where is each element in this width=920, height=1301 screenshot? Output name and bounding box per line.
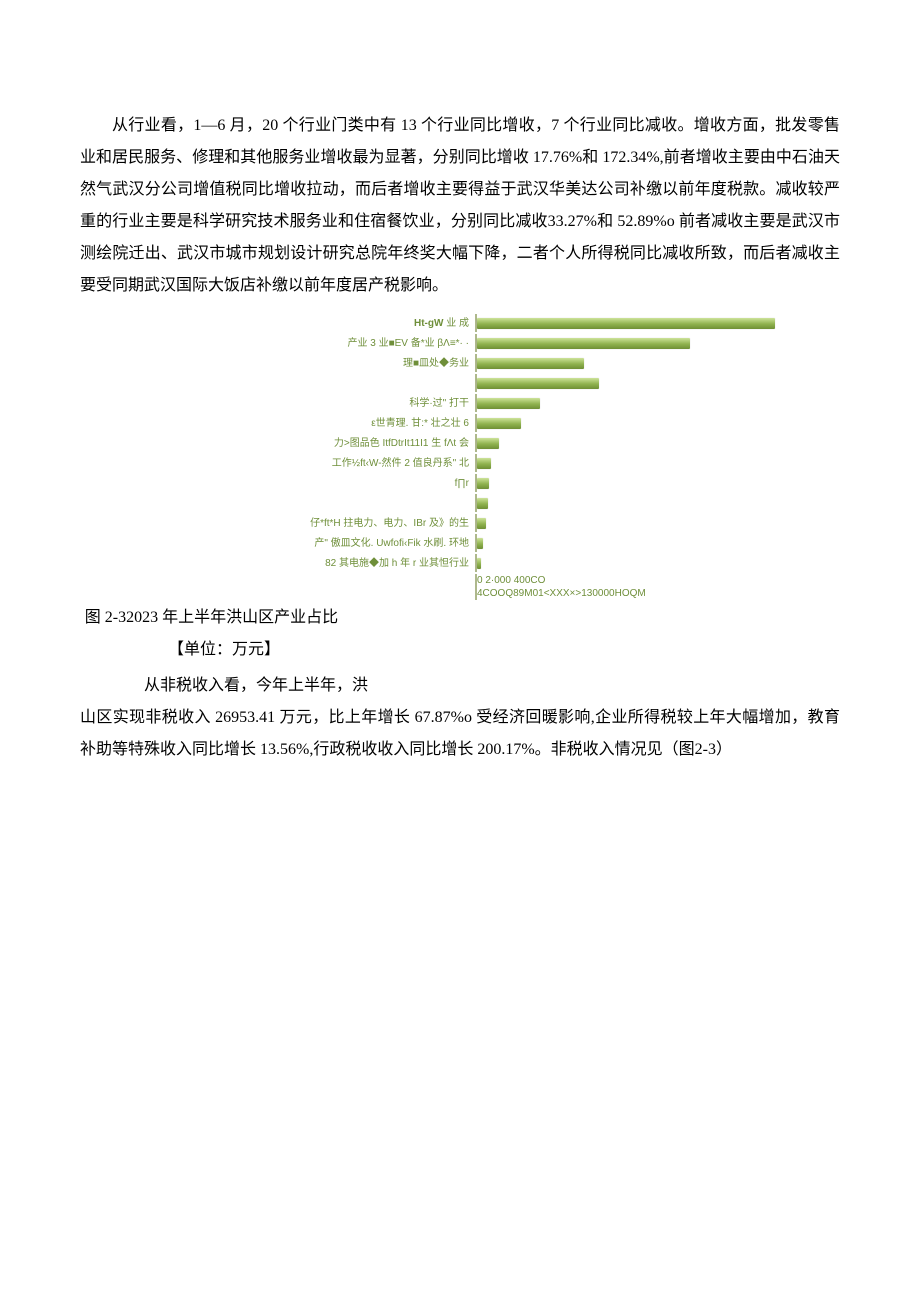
chart-bar-track xyxy=(475,534,780,552)
paragraph-industry-analysis: 从行业看，1—6 月，20 个行业门类中有 13 个行业同比增收，7 个行业同比… xyxy=(80,110,840,302)
chart-row-label: 仔*ft*H 拄电力、电力、IBr 及》的生 xyxy=(250,516,475,531)
chart-row-label: 产" 傲皿文化. Uwfofi‹Fik 水刷. 环地 xyxy=(250,536,475,551)
chart-row-label xyxy=(250,378,475,388)
chart-bar-track xyxy=(475,394,780,412)
chart-axis-ticks-2: 4COOQ89M01<XXX×>130000HOQM xyxy=(477,587,780,600)
chart-bar-track xyxy=(475,454,780,472)
paragraph-nontax-body: 山区实现非税收入 26953.41 万元，比上年增长 67.87%o 受经济回暖… xyxy=(80,702,840,766)
chart-row-label: 82 其电施◆加 h 年 r 业其怛行业 xyxy=(250,556,475,571)
chart-bar-track xyxy=(475,474,780,492)
chart-bar xyxy=(477,438,499,449)
chart-row-label: 产业 3 业■EV 备*业 βΛ≡*· · xyxy=(250,336,475,351)
chart-bar xyxy=(477,318,775,329)
chart-bar-track xyxy=(475,354,780,372)
chart-row: 工作½ft‹W-然件 2 值良丹系" 北 xyxy=(250,454,780,472)
chart-row-label: 科学·过" 打干 xyxy=(250,396,475,411)
chart-row: 产业 3 业■EV 备*业 βΛ≡*· · xyxy=(250,334,780,352)
chart-bar-track xyxy=(475,414,780,432)
chart-axis-ticks-1: 0 2·000 400CO xyxy=(477,574,780,587)
chart-row: 理■皿处◆务业 xyxy=(250,354,780,372)
chart-row-label: ε世青理. 甘:* 壮之壮 6 xyxy=(250,416,475,431)
chart-row-label: Ht-gW 业 成 xyxy=(250,316,475,331)
chart-bar xyxy=(477,358,584,369)
chart-bar-track xyxy=(475,514,780,532)
chart-bar-track xyxy=(475,374,780,392)
chart-row: Ht-gW 业 成 xyxy=(250,314,780,332)
paragraph-nontax-lead: 从非税收入看，今年上半年，洪 xyxy=(80,670,840,702)
chart-bar xyxy=(477,498,488,509)
chart-caption-unit: 【单位：万元】 xyxy=(80,634,840,666)
chart-bar xyxy=(477,478,489,489)
chart-bar xyxy=(477,518,486,529)
chart-row-label: 力>图品色 ItfDtrIt11I1 生 fΛt 会 xyxy=(250,436,475,451)
chart-bar xyxy=(477,558,481,569)
chart-bar xyxy=(477,338,690,349)
chart-row-label: 理■皿处◆务业 xyxy=(250,356,475,371)
chart-bar xyxy=(477,418,521,429)
chart-row: 力>图品色 ItfDtrIt11I1 生 fΛt 会 xyxy=(250,434,780,452)
chart-row: 仔*ft*H 拄电力、电力、IBr 及》的生 xyxy=(250,514,780,532)
chart-row-label: 工作½ft‹W-然件 2 值良丹系" 北 xyxy=(250,456,475,471)
industry-bar-chart: Ht-gW 业 成产业 3 业■EV 备*业 βΛ≡*· · 理■皿处◆务业科学·… xyxy=(80,310,840,666)
chart-row: 科学·过" 打干 xyxy=(250,394,780,412)
chart-row xyxy=(250,374,780,392)
chart-bar xyxy=(477,398,540,409)
chart-bar-track xyxy=(475,334,780,352)
chart-row-label xyxy=(250,498,475,508)
chart-row: 产" 傲皿文化. Uwfofi‹Fik 水刷. 环地 xyxy=(250,534,780,552)
chart-bar-track xyxy=(475,434,780,452)
chart-bar-track xyxy=(475,554,780,572)
chart-caption-title: 图 2-32023 年上半年洪山区产业占比 xyxy=(80,602,840,634)
chart-row: 82 其电施◆加 h 年 r 业其怛行业 xyxy=(250,554,780,572)
chart-bar-track xyxy=(475,314,780,332)
chart-row: f∏r xyxy=(250,474,780,492)
chart-bar xyxy=(477,538,483,549)
chart-bar xyxy=(477,458,491,469)
chart-row-label: f∏r xyxy=(250,476,475,491)
chart-row xyxy=(250,494,780,512)
chart-bar-track xyxy=(475,494,780,512)
chart-bar xyxy=(477,378,599,389)
chart-x-axis: 0 2·000 400CO4COOQ89M01<XXX×>130000HOQM xyxy=(475,574,780,600)
chart-row: ε世青理. 甘:* 壮之壮 6 xyxy=(250,414,780,432)
